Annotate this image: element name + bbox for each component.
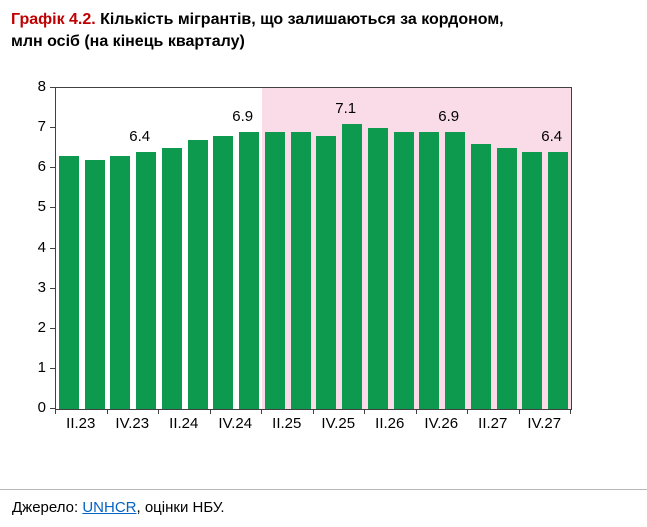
x-tick-mark — [209, 409, 211, 414]
x-tick-mark — [518, 409, 520, 414]
value-label-IV.26: 6.9 — [438, 108, 460, 126]
x-tick-mark — [261, 409, 262, 414]
y-tick-mark — [50, 87, 56, 88]
divider-line — [0, 489, 647, 490]
bar-IV.26 — [445, 132, 466, 409]
x-tick-mark — [570, 409, 571, 414]
y-tick-mark — [50, 127, 56, 129]
bar-III.24 — [213, 136, 234, 409]
bar-III.25 — [316, 136, 337, 409]
y-tick-label-4: 4 — [37, 238, 46, 256]
bar-IV.27 — [548, 152, 569, 409]
y-tick-mark — [50, 167, 56, 169]
bar-IV.24 — [239, 132, 260, 409]
y-tick-mark — [50, 327, 56, 329]
chart-title: Графік 4.2. Кількість мігрантів, що зали… — [11, 9, 631, 53]
source-line: Джерело: UNHCR, оцінки НБУ. — [12, 499, 225, 516]
y-tick-mark — [50, 247, 56, 249]
x-tick-label-II.26: II.26 — [375, 415, 405, 432]
value-label-IV.25: 7.1 — [335, 100, 357, 118]
x-tick-label-II.27: II.27 — [478, 415, 508, 432]
bar-II.26 — [393, 132, 414, 409]
bar-I.26 — [367, 128, 388, 409]
source-prefix: Джерело: — [12, 499, 83, 516]
bar-IV.23 — [136, 152, 157, 409]
bar-II.24 — [187, 140, 208, 409]
bar-III.27 — [522, 152, 543, 409]
bar-I.24 — [161, 148, 182, 409]
bar-III.23 — [110, 156, 131, 409]
x-tick-label-IV.23: IV.23 — [115, 415, 150, 432]
x-tick-mark — [415, 409, 417, 414]
y-tick-label-0: 0 — [37, 399, 46, 416]
chart-title-line1: Кількість мігрантів, що залишаються за к… — [95, 11, 504, 28]
x-tick-mark — [106, 409, 108, 414]
forecast-region — [262, 88, 571, 409]
x-tick-label-II.25: II.25 — [272, 415, 302, 432]
x-tick-label-IV.26: IV.26 — [424, 415, 459, 432]
x-tick-label-II.24: II.24 — [169, 415, 199, 432]
x-tick-mark — [312, 409, 314, 414]
bar-II.23 — [84, 160, 105, 409]
x-tick-mark — [364, 409, 365, 414]
y-tick-label-3: 3 — [37, 278, 46, 296]
bar-I.27 — [470, 144, 491, 409]
y-tick-mark — [50, 287, 56, 289]
y-tick-label-1: 1 — [37, 358, 46, 376]
x-tick-label-II.23: II.23 — [66, 415, 96, 432]
source-suffix: , оцінки НБУ. — [136, 499, 225, 516]
y-tick-mark — [50, 207, 56, 209]
source-link-unhcr[interactable]: UNHCR — [82, 499, 137, 516]
y-tick-label-2: 2 — [37, 318, 46, 336]
bar-IV.25 — [342, 124, 363, 409]
value-label-IV.24: 6.9 — [232, 108, 254, 126]
chart-number: Графік 4.2. — [11, 11, 96, 28]
bar-II.25 — [290, 132, 311, 409]
y-tick-label-7: 7 — [37, 118, 46, 136]
bar-II.27 — [496, 148, 517, 409]
y-tick-label-6: 6 — [37, 158, 46, 176]
x-tick-label-IV.27: IV.27 — [527, 415, 562, 432]
x-tick-label-IV.25: IV.25 — [321, 415, 356, 432]
x-tick-mark — [467, 409, 468, 414]
chart-title-line2: млн осіб (на кінець кварталу) — [11, 33, 245, 51]
x-tick-mark — [158, 409, 159, 414]
bar-I.23 — [58, 156, 79, 409]
x-tick-mark — [55, 409, 56, 414]
y-tick-label-8: 8 — [37, 78, 46, 95]
y-tick-label-5: 5 — [37, 198, 46, 216]
x-tick-label-IV.24: IV.24 — [218, 415, 253, 432]
y-tick-mark — [50, 367, 56, 369]
plot-area: 6.4 6.9 7.1 6.9 6.4 — [55, 87, 572, 410]
bar-III.26 — [419, 132, 440, 409]
value-label-IV.27: 6.4 — [541, 128, 563, 146]
value-label-IV.23: 6.4 — [129, 128, 151, 146]
bar-chart: 6.4 6.9 7.1 6.9 6.4 0 1 2 3 4 5 6 7 8 II.23 IV.23 II.2… — [0, 72, 647, 452]
y-tick-mark — [50, 408, 56, 409]
bar-I.25 — [264, 132, 285, 409]
